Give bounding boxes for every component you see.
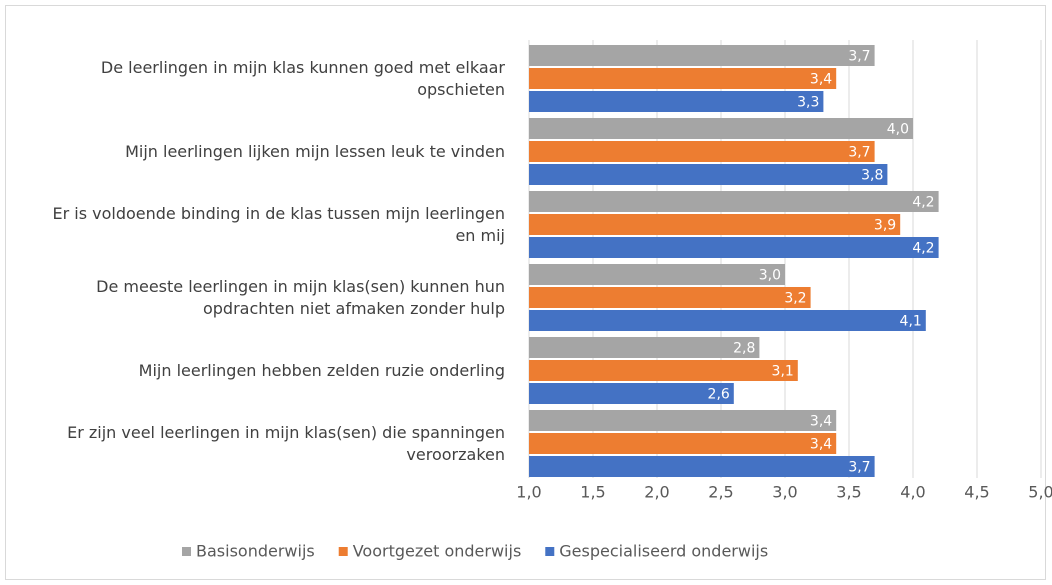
bar	[529, 360, 798, 381]
bar	[529, 164, 888, 185]
bar	[529, 191, 939, 212]
x-tick-label: 3,0	[772, 483, 797, 502]
bar	[529, 456, 875, 477]
x-tick-label: 3,5	[836, 483, 861, 502]
x-tick-label: 5,0	[1028, 483, 1052, 502]
legend-swatch	[545, 547, 555, 556]
bar	[529, 68, 837, 89]
x-tick-label: 4,5	[964, 483, 989, 502]
value-label: 3,8	[861, 168, 883, 184]
bar	[529, 383, 734, 404]
bar	[529, 237, 939, 258]
value-label: 3,4	[810, 437, 832, 453]
bar	[529, 91, 824, 112]
bar	[529, 310, 926, 331]
category-label: Mijn leerlingen hebben zelden ruzie onde…	[138, 360, 505, 380]
value-label: 3,4	[810, 72, 832, 88]
category-label: De meeste leerlingen in mijn klas(sen) k…	[96, 276, 505, 318]
bar	[529, 141, 875, 162]
value-label: 2,6	[708, 387, 730, 403]
bar	[529, 214, 901, 235]
x-tick-label: 4,0	[900, 483, 925, 502]
value-label: 3,3	[797, 95, 819, 111]
legend-swatch	[182, 547, 191, 556]
legend-label: Basisonderwijs	[196, 542, 315, 561]
bar	[529, 45, 875, 66]
category-label: Er is voldoende binding in de klas tusse…	[52, 203, 505, 245]
value-label: 3,4	[810, 414, 832, 430]
bar	[529, 337, 760, 358]
bar	[529, 433, 837, 454]
category-label: Mijn leerlingen lijken mijn lessen leuk …	[125, 141, 505, 161]
value-label: 4,0	[887, 122, 909, 138]
legend-label: Gespecialiseerd onderwijs	[559, 542, 768, 561]
x-tick-label: 1,5	[580, 483, 605, 502]
legend-label: Voortgezet onderwijs	[353, 542, 522, 561]
value-label: 3,0	[759, 268, 781, 284]
category-label: De leerlingen in mijn klas kunnen goed m…	[100, 57, 505, 99]
chart-frame	[5, 5, 1046, 580]
value-label: 2,8	[733, 341, 755, 357]
value-label: 3,1	[772, 364, 794, 380]
value-label: 3,7	[848, 49, 870, 65]
x-tick-label: 1,0	[516, 483, 541, 502]
value-label: 3,7	[848, 460, 870, 476]
bar	[529, 264, 785, 285]
value-label: 4,2	[912, 241, 934, 257]
x-tick-label: 2,0	[644, 483, 669, 502]
value-label: 3,9	[874, 218, 896, 234]
bar	[529, 287, 811, 308]
x-tick-label: 2,5	[708, 483, 733, 502]
category-label: Er zijn veel leerlingen in mijn klas(sen…	[67, 422, 505, 464]
value-label: 3,2	[784, 291, 806, 307]
value-label: 4,1	[900, 314, 922, 330]
bar	[529, 118, 913, 139]
bar	[529, 410, 837, 431]
value-label: 4,2	[912, 195, 934, 211]
legend-swatch	[338, 547, 348, 556]
value-label: 3,7	[848, 145, 870, 161]
